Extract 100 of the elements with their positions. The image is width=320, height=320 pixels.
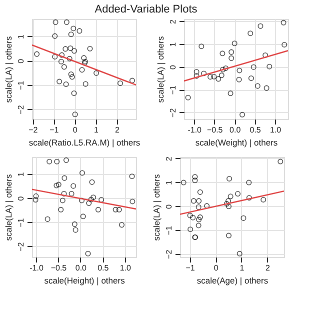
x-tick-label: −2 (28, 126, 38, 134)
point (79, 67, 85, 73)
point (80, 214, 86, 220)
x-tick-label: -1.0 (30, 264, 44, 272)
y-axis-title: scale(LA) | others (4, 174, 14, 241)
point (129, 174, 135, 180)
point (94, 70, 100, 76)
y-axis-title: scale(LA) | others (156, 36, 166, 103)
x-tick-label: 2 (266, 264, 270, 272)
point (129, 78, 135, 84)
point (70, 26, 76, 32)
point (180, 180, 186, 186)
point (226, 176, 232, 182)
point (112, 206, 118, 212)
point (63, 81, 69, 87)
point (79, 198, 85, 204)
x-axis-title: scale(Ratio.L5.RA.M) | others (28, 138, 140, 148)
point (90, 194, 96, 200)
point (72, 112, 78, 118)
point (117, 80, 123, 86)
point (119, 222, 125, 228)
point (62, 46, 68, 52)
point (63, 157, 69, 163)
point (240, 112, 246, 118)
y-tick-label: 1 (16, 172, 26, 177)
point (208, 74, 214, 80)
point (246, 195, 252, 201)
point (197, 214, 203, 220)
y-tick-label: 0 (16, 196, 26, 201)
y-tick-label: 1 (16, 34, 26, 39)
y-tick-label: −1 (16, 218, 26, 228)
point (58, 206, 64, 212)
point (61, 190, 67, 196)
x-tick-label: 0.0 (230, 126, 242, 134)
point (278, 158, 284, 164)
point (81, 55, 87, 61)
y-tick-label: 0 (16, 58, 26, 64)
x-axis-title: scale(Height) | others (44, 276, 125, 286)
x-tick-label: 0 (72, 126, 78, 134)
y-tick-label: 0 (164, 204, 174, 209)
point (264, 85, 270, 91)
point (254, 83, 260, 89)
point (250, 64, 256, 70)
point (228, 49, 234, 55)
x-tick-label: 1.0 (120, 264, 132, 272)
point (54, 158, 60, 164)
point (190, 198, 196, 204)
y-tick-label: 2 (164, 156, 174, 162)
y-tick-label: 1 (168, 42, 178, 47)
point (224, 201, 230, 207)
point (196, 222, 202, 228)
y-tick-label: −1 (164, 225, 174, 236)
point (248, 30, 254, 36)
point (220, 66, 226, 72)
y-tick-label: 1 (164, 180, 174, 186)
y-tick-label: −1 (16, 80, 26, 90)
x-tick-label: 0.0 (75, 264, 88, 272)
point (72, 227, 78, 233)
point (71, 90, 77, 96)
x-tick-label: 0.5 (98, 264, 110, 272)
point (218, 72, 224, 78)
x-tick-label: −1 (50, 126, 60, 134)
point (33, 193, 39, 199)
point (89, 179, 95, 185)
point (76, 28, 82, 34)
point (196, 204, 202, 210)
point (60, 198, 66, 204)
point (61, 64, 67, 70)
point (32, 197, 38, 202)
point (196, 216, 202, 222)
point (87, 46, 93, 52)
x-tick-label: 0 (214, 264, 219, 272)
point (34, 51, 40, 57)
point (66, 56, 72, 62)
point (280, 20, 286, 26)
point (98, 197, 104, 202)
point (58, 58, 64, 64)
point (222, 65, 228, 71)
point (46, 158, 52, 164)
point (54, 182, 60, 188)
x-axis-title: scale(Age) | others (196, 276, 268, 286)
point (130, 198, 136, 204)
point (192, 174, 198, 180)
point (64, 19, 70, 25)
point (52, 54, 58, 60)
point (220, 50, 226, 56)
point (71, 48, 77, 54)
point (88, 196, 94, 202)
point (82, 81, 88, 87)
chart-title: Added-Variable Plots (94, 4, 198, 16)
y-tick-label: −2 (16, 242, 26, 252)
point (95, 206, 101, 212)
point (194, 69, 200, 75)
x-tick-label: −0.5 (50, 264, 68, 272)
x-tick-label: 1 (240, 264, 245, 272)
x-axis-title: scale(Weight) | others (195, 138, 278, 148)
y-tick-label: −2 (164, 249, 174, 259)
point (185, 94, 191, 100)
point (190, 214, 196, 220)
point (59, 52, 65, 58)
